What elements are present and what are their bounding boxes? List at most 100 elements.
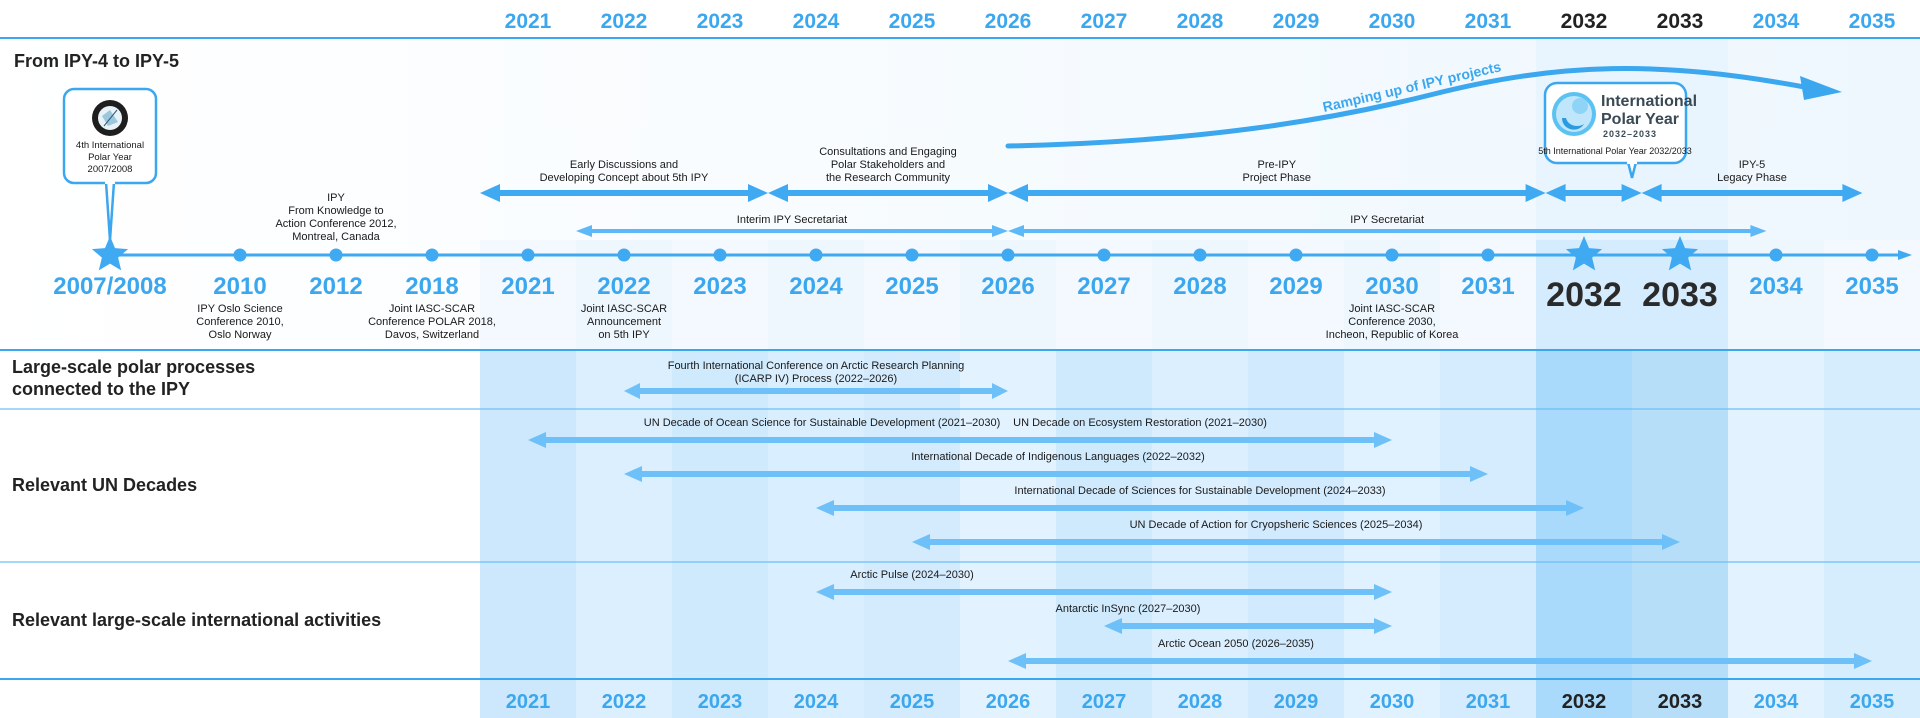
bottom-year-label: 2033: [1658, 691, 1703, 713]
bottom-year-label: 2031: [1466, 691, 1511, 713]
bottom-year-label: 2035: [1850, 691, 1895, 713]
milestone: 2032: [1546, 236, 1622, 314]
milestone: 2023: [693, 248, 747, 300]
milestone-year-label: 2010: [213, 273, 266, 300]
secretariat-arrow: [1008, 225, 1767, 237]
activity-arrow: [1104, 618, 1392, 634]
bottom-year-label: 2032: [1562, 691, 1607, 713]
milestone-year-label: 2022: [597, 273, 650, 300]
milestone-note: IPY Oslo Science: [197, 303, 282, 315]
bottom-year-label: 2030: [1370, 691, 1415, 713]
arrow-shaft: [830, 589, 1378, 595]
arrow-shaft: [784, 190, 992, 196]
arrow-shaft: [926, 539, 1666, 545]
milestone-year-label: 2025: [885, 273, 938, 300]
bottom-year-label: 2024: [794, 691, 839, 713]
row-title-large-scale-2: connected to the IPY: [12, 379, 190, 399]
ipy5-logo-line-1: International: [1601, 93, 1697, 110]
section-title-from-ipy: From IPY-4 to IPY-5: [14, 51, 179, 71]
un-decade-arrow: [528, 432, 1392, 448]
milestone-note: Joint IASC-SCAR: [581, 303, 667, 315]
star-marker-icon: [1565, 236, 1603, 271]
process-arrows: Fourth International Conference on Arcti…: [624, 360, 1008, 399]
arrowhead-right: [1374, 618, 1392, 634]
bottom-year-label: 2026: [986, 691, 1031, 713]
milestone-dot: [1865, 248, 1879, 262]
milestone: 2007/2008: [53, 236, 167, 300]
year-band: [1344, 350, 1440, 718]
arrowhead-left: [816, 584, 834, 600]
milestone-year-label: 2021: [501, 273, 554, 300]
arrowhead-left: [1008, 225, 1024, 237]
ipy-5-logo-icon: [1552, 92, 1596, 136]
phase-label: Consultations and Engaging: [819, 146, 957, 158]
bottom-year-label: 2029: [1274, 691, 1319, 713]
milestone-dot: [809, 248, 823, 262]
year-band: [672, 350, 768, 718]
process-label: Fourth International Conference on Arcti…: [668, 360, 965, 372]
arrow-shaft: [1020, 229, 1755, 233]
top-year-label: 2032: [1561, 10, 1608, 33]
milestone: 2021: [501, 248, 555, 300]
milestone: 2033: [1642, 236, 1718, 314]
arrowhead-left: [624, 466, 642, 482]
arrow-shaft: [636, 388, 996, 394]
bottom-year-label: 2021: [506, 691, 551, 713]
activity-label: Arctic Pulse (2024–2030): [850, 569, 974, 581]
top-year-label: 2021: [505, 10, 552, 33]
un-decade-arrow: [912, 534, 1680, 550]
arrowhead-left: [576, 225, 592, 237]
un-decade-label: UN Decade on Ecosystem Restoration (2021…: [1013, 417, 1267, 429]
secretariat-label: IPY Secretariat: [1350, 214, 1424, 226]
activity-arrow: [1008, 653, 1872, 669]
arrowhead-left: [912, 534, 930, 550]
arrow-shaft: [588, 229, 996, 233]
year-band: [480, 350, 576, 718]
row-title-large-scale-1: Large-scale polar processes: [12, 357, 255, 377]
arrowhead-right: [1566, 500, 1584, 516]
milestone: 2025: [885, 248, 939, 300]
milestone-year-label: 2027: [1077, 273, 1130, 300]
milestone-note-above: From Knowledge to: [288, 205, 383, 217]
phase-label: Legacy Phase: [1717, 172, 1787, 184]
ipy5-logo-line-3: 2032–2033: [1603, 129, 1657, 139]
arrowhead-right: [1842, 184, 1863, 202]
milestone-year-label: 2007/2008: [53, 273, 166, 300]
top-year-label: 2033: [1657, 10, 1704, 33]
top-year-header: 2021 2022 2023 2024 2025 2026 2027 2028 2029 2030…: [0, 0, 1920, 38]
bottom-year-footer: 2021 2022 2023 2024 2025 2026 2027 2028 2029 2030…: [506, 691, 1895, 713]
milestone-note: Conference 2030,: [1348, 316, 1435, 328]
bottom-year-label: 2027: [1082, 691, 1127, 713]
milestone-dot: [1193, 248, 1207, 262]
ipy-4-logo-icon: [92, 100, 128, 136]
milestone-dot: [1481, 248, 1495, 262]
ipy5-caption: 5th International Polar Year 2032/2033: [1538, 146, 1692, 156]
arrowhead-right: [1374, 584, 1392, 600]
milestone-note: Conference 2010,: [196, 316, 283, 328]
arrow-shaft: [496, 190, 752, 196]
arrowhead-left: [768, 184, 788, 202]
milestone: 2029: [1269, 248, 1323, 300]
year-band: [1728, 350, 1824, 718]
process-arrow: [624, 383, 1008, 399]
arrowhead-left: [480, 184, 500, 202]
arrowhead-left: [1545, 184, 1566, 202]
year-band: [1248, 350, 1344, 718]
year-band: [960, 350, 1056, 718]
milestone-dot: [425, 248, 439, 262]
milestone-year-label: 2018: [405, 273, 458, 300]
year-band: [864, 350, 960, 718]
arrowhead-left: [528, 432, 546, 448]
secretariat-arrow: [576, 225, 1008, 237]
arrowhead-right: [748, 184, 768, 202]
arrow-shaft: [542, 437, 1378, 443]
arrowhead-left: [624, 383, 640, 399]
milestone: 2024: [789, 248, 843, 300]
phase-label: Pre-IPY: [1258, 159, 1297, 171]
bottom-year-label: 2023: [698, 691, 743, 713]
phase-label: Early Discussions and: [570, 159, 678, 171]
